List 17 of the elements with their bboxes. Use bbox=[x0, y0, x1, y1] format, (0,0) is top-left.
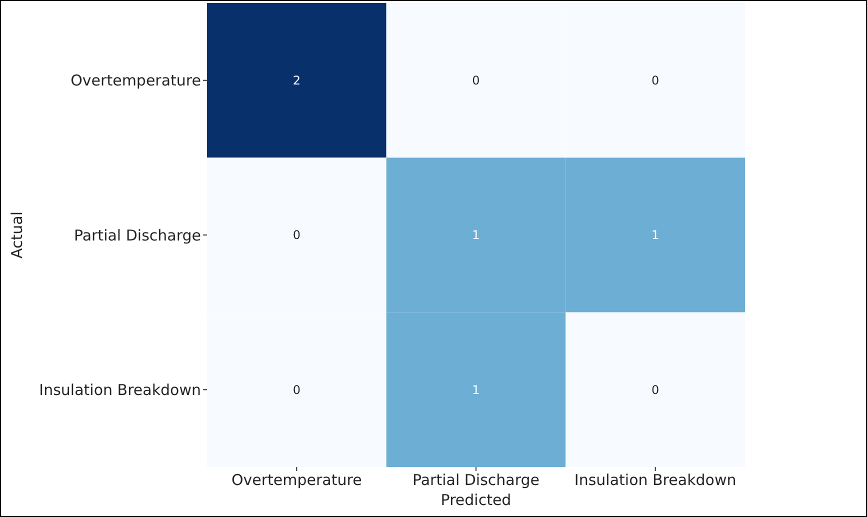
data-label: 0 bbox=[472, 74, 480, 88]
y-tick-label: Partial Discharge bbox=[74, 226, 201, 244]
data-label: 0 bbox=[652, 382, 660, 397]
y-tick-label: Overtemperature bbox=[70, 72, 201, 90]
x-tick-label: Overtemperature bbox=[231, 471, 362, 489]
x-axis-title: Predicted bbox=[440, 491, 512, 509]
x-tick-label: Partial Discharge bbox=[412, 471, 540, 489]
y-axis-title: Actual bbox=[8, 212, 26, 258]
data-label: 1 bbox=[472, 228, 480, 242]
data-label: 1 bbox=[652, 228, 660, 242]
x-tick-label: Insulation Breakdown bbox=[574, 471, 736, 489]
y-tick-label: Insulation Breakdown bbox=[39, 380, 201, 399]
data-label: 0 bbox=[292, 228, 300, 242]
data-label: 1 bbox=[472, 382, 480, 397]
data-label: 0 bbox=[652, 74, 660, 88]
data-label: 0 bbox=[292, 382, 300, 397]
data-label: 2 bbox=[292, 74, 300, 88]
